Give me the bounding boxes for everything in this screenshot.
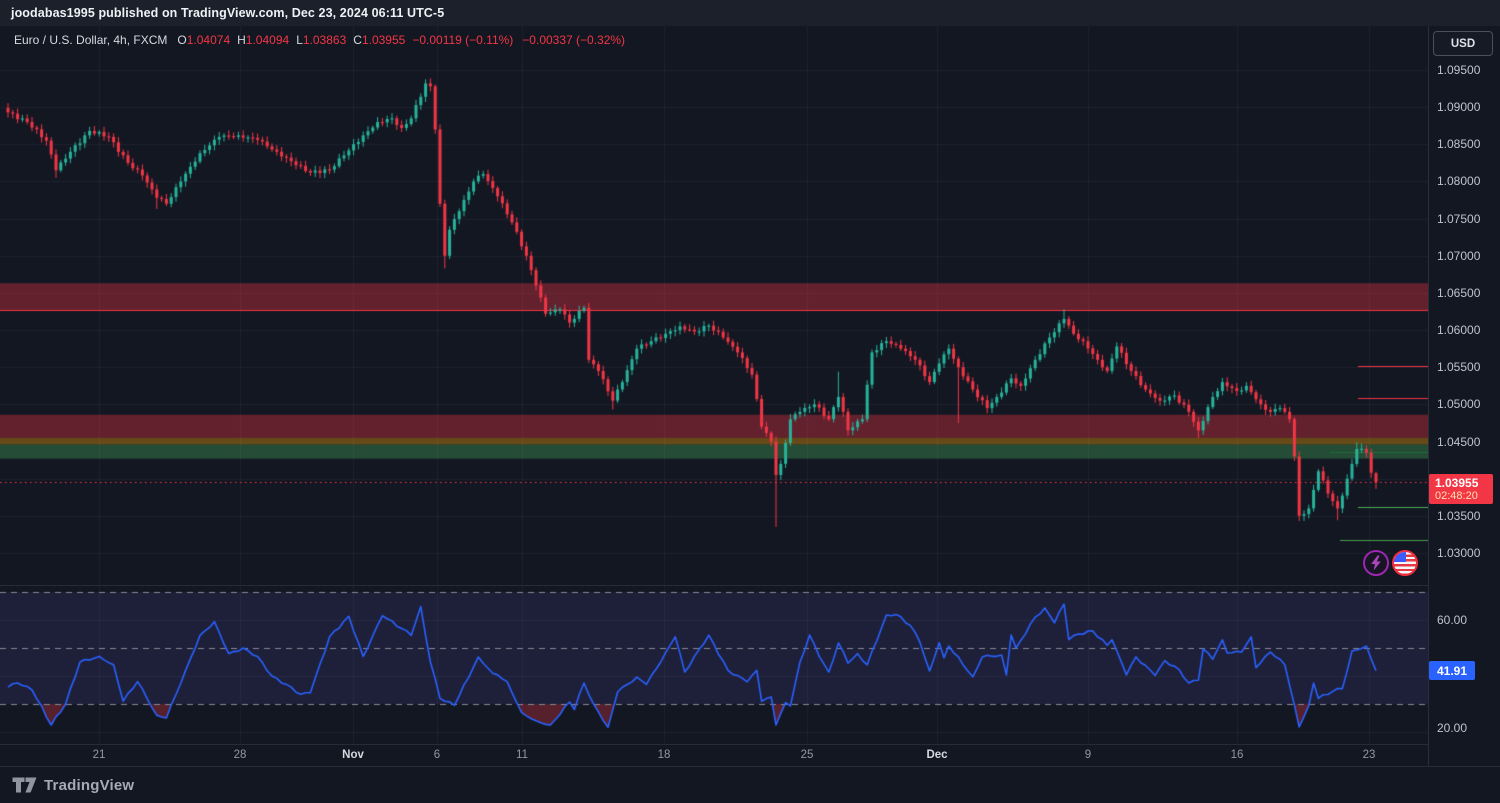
publisher-bar: joodabas1995 published on TradingView.co… — [0, 0, 1500, 27]
axis-price-label: 1.09000 — [1437, 100, 1481, 114]
price-chart-canvas[interactable] — [0, 26, 1428, 766]
flag-canton — [1394, 552, 1407, 563]
time-tick-day: 25 — [800, 749, 814, 761]
axis-price-label: 1.06500 — [1437, 286, 1481, 300]
axis-price-label: 1.04500 — [1437, 435, 1481, 449]
publisher-text: joodabas1995 published on TradingView.co… — [11, 6, 445, 20]
last-price-label: 1.03955 02:48:20 — [1429, 474, 1493, 504]
time-tick-day: 28 — [233, 749, 247, 761]
axis-price-label: 1.05500 — [1437, 360, 1481, 374]
time-tick-month: Nov — [342, 749, 364, 761]
pane-separator-rsi[interactable] — [0, 585, 1500, 586]
time-tick-day: 11 — [516, 749, 528, 761]
change-candle: −0.00119 (−0.11%) — [412, 33, 514, 47]
axis-price-label: 1.06000 — [1437, 323, 1481, 337]
time-tick-day: 23 — [1362, 749, 1376, 761]
event-us-flag-icon[interactable] — [1392, 550, 1418, 576]
axis-price-label: 1.07500 — [1437, 212, 1481, 226]
currency-toggle-button[interactable]: USD — [1433, 31, 1493, 56]
last-price-value: 1.03955 — [1435, 475, 1479, 490]
price-axis[interactable]: USD 1.03955 02:48:20 41.91 1.09500 1.0900… — [1428, 26, 1500, 766]
event-lightning-icon[interactable] — [1363, 550, 1389, 576]
time-tick-day: 9 — [1084, 749, 1092, 761]
time-tick-day: 18 — [657, 749, 671, 761]
footer-bar: TradingView — [0, 766, 1500, 803]
symbol-legend[interactable]: Euro / U.S. Dollar, 4h, FXCM O1.04074 H1.0… — [14, 33, 634, 47]
axis-price-label: 20.00 — [1437, 721, 1468, 735]
ohlc-item: L1.03863 — [296, 33, 347, 47]
time-tick-day: 21 — [92, 749, 106, 761]
rsi-value-label: 41.91 — [1429, 661, 1475, 680]
ohlc-item: C1.03955 — [353, 33, 406, 47]
axis-price-label: 1.08000 — [1437, 174, 1481, 188]
tradingview-brand-text: TradingView — [44, 776, 135, 794]
ohlc-item: H1.04094 — [237, 33, 290, 47]
candle-countdown: 02:48:20 — [1435, 489, 1478, 502]
tradingview-logo-icon — [12, 777, 37, 793]
axis-price-label: 60.00 — [1437, 613, 1468, 627]
change-session: −0.00337 (−0.32%) — [522, 33, 626, 47]
time-tick-day: 6 — [433, 749, 441, 761]
symbol-title: Euro / U.S. Dollar, 4h, FXCM — [14, 33, 168, 47]
time-tick-month: Dec — [926, 749, 948, 761]
pane-separator-timeaxis — [0, 744, 1500, 745]
tradingview-brand-link[interactable]: TradingView — [12, 777, 134, 794]
axis-price-label: 1.09500 — [1437, 63, 1481, 77]
ohlc-item: O1.04074 — [177, 33, 231, 47]
axis-price-label: 1.03500 — [1437, 509, 1481, 523]
time-axis[interactable]: 21 28 Nov 6 11 18 25 Dec 9 16 23 — [0, 745, 1428, 766]
axis-price-label: 1.07000 — [1437, 249, 1481, 263]
lightning-bolt-icon — [1371, 555, 1381, 571]
ohlc-values: O1.04074 H1.04094 L1.03863 C1.03955 — [177, 33, 412, 47]
axis-price-label: 1.05000 — [1437, 397, 1481, 411]
time-tick-day: 16 — [1230, 749, 1244, 761]
axis-price-label: 1.03000 — [1437, 546, 1481, 560]
axis-price-label: 1.08500 — [1437, 137, 1481, 151]
